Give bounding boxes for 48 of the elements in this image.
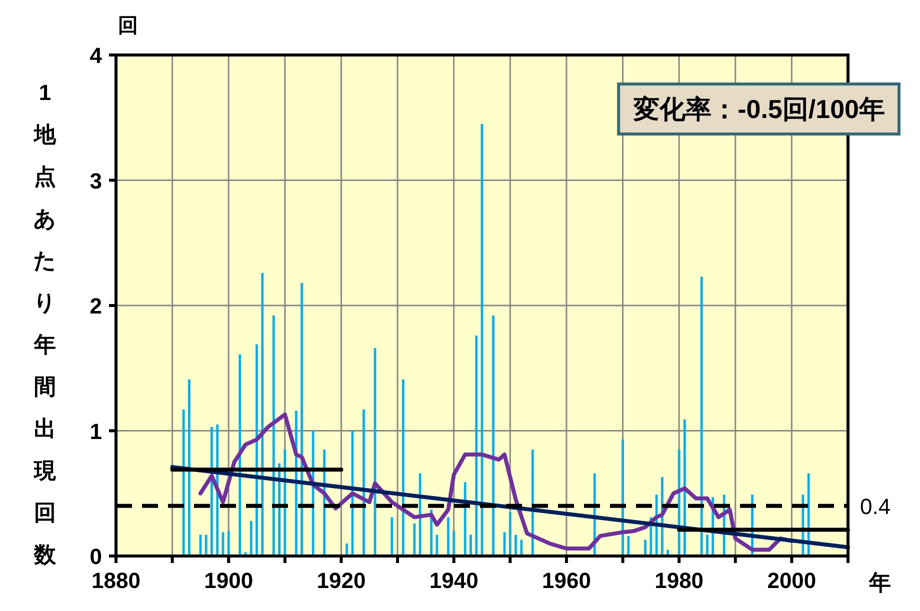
bar [508,512,512,556]
y-tick-label: 4 [90,43,103,68]
bar [492,316,494,556]
bar [390,517,394,556]
bar [520,540,523,556]
bar [402,379,404,556]
bar [204,534,208,556]
y-tick-label: 2 [90,294,102,318]
x-tick-label: 2000 [767,568,816,593]
bar [470,534,472,556]
y-tick-label: 0 [90,544,102,569]
bar [346,543,348,556]
x-tick-label: 1980 [654,568,704,593]
bar [210,426,213,556]
x-tick-label: 1940 [429,568,478,593]
y-tick-label: 3 [90,168,102,194]
text: 1地点あたり年間出現回数 [34,80,56,567]
bar [627,536,630,556]
annotation: 変化率：-0.5回/100年 [632,94,885,124]
x-tick-label: 1960 [542,568,591,593]
bar [475,336,478,556]
bar [188,379,190,556]
x-tick-label: 1900 [204,568,254,593]
bar [182,409,185,556]
bar [250,520,252,556]
bar [700,276,703,556]
bar [238,354,242,556]
text: 回 [118,15,138,37]
y-tick-label: 1 [90,418,102,444]
bar [227,530,230,556]
bar [256,344,258,556]
bar [514,534,517,556]
bar [261,272,264,556]
x-tick-label: 1920 [316,568,366,593]
bar [684,419,686,556]
x-axis-title: 年 [868,570,891,595]
bar [706,534,708,556]
bar [272,316,275,556]
bar [531,450,534,556]
line-series [198,412,794,552]
x-tick-label: 1880 [92,568,140,593]
bar [362,409,365,556]
bar [418,473,422,556]
bar [447,517,450,556]
bar [413,523,416,556]
bar [644,540,646,556]
bar [452,530,456,556]
ref-line-label: 0.4 [860,494,891,519]
